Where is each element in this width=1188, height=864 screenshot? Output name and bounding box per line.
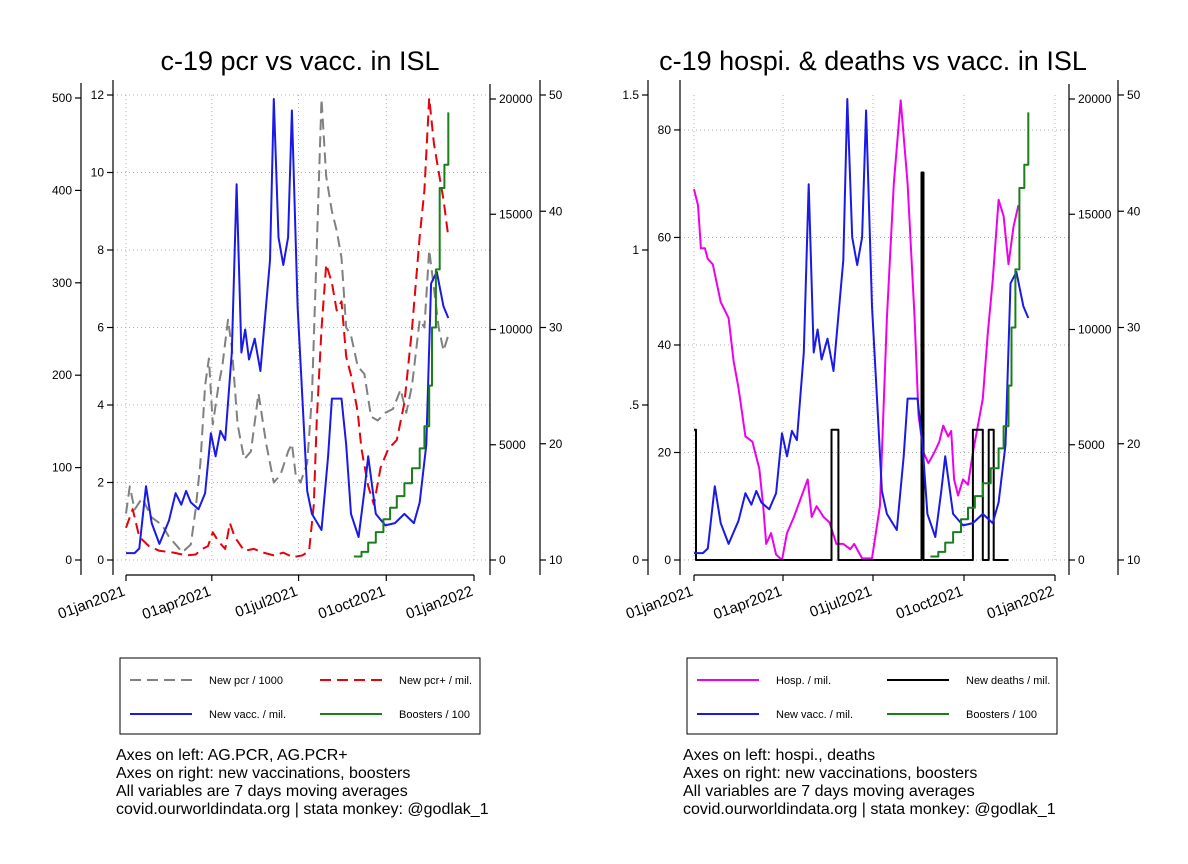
date-tick-label: 01jul2021 <box>807 583 874 621</box>
tick-label: 12 <box>91 88 105 102</box>
tick-label: 20 <box>549 437 563 451</box>
chart-panel-hospital: c-19 hospi. & deaths vs vacc. in ISL 0 .5 1… <box>622 46 1140 818</box>
tick-label: 40 <box>549 204 563 218</box>
legend-box <box>119 657 481 735</box>
footnote-line: covid.ourworldindata.org | stata monkey:… <box>116 801 489 818</box>
footnote-line: covid.ourworldindata.org | stata monkey:… <box>683 801 1056 818</box>
legend-label: New pcr / 1000 <box>209 675 283 687</box>
tick-label: 100 <box>52 461 72 475</box>
tick-label: 40 <box>658 338 672 352</box>
legend-label: New pcr+ / mil. <box>399 675 472 687</box>
y-axis-right-outer: 10 20 30 40 50 <box>539 80 563 575</box>
legend-label: New deaths / mil. <box>966 675 1050 687</box>
tick-label: 5000 <box>499 438 526 452</box>
date-tick-label: 01jan2022 <box>404 583 476 623</box>
legend-label: Hosp. / mil. <box>776 675 831 687</box>
footnote-line: Axes on right: new vaccinations, booster… <box>116 765 410 782</box>
tick-label: 400 <box>52 183 72 197</box>
footnote-line: Axes on left: hospi., deaths <box>683 747 875 764</box>
tick-label: 20 <box>1127 437 1141 451</box>
date-tick-label: 01jul2021 <box>233 583 300 621</box>
tick-label: 0 <box>499 553 506 567</box>
tick-label: 0 <box>664 553 671 567</box>
x-axis: 01jan2021 01apr2021 01jul2021 01oct2021 01ja… <box>56 574 476 624</box>
tick-label: 15000 <box>1078 207 1112 221</box>
tick-label: 6 <box>97 321 104 335</box>
series-line-1 <box>125 97 450 559</box>
tick-label: 10 <box>91 166 105 180</box>
y-axis-right-outer: 10 20 30 40 50 <box>1117 80 1141 575</box>
series-line-2 <box>694 98 1030 555</box>
tick-label: 2 <box>97 476 104 490</box>
footnote-line: All variables are 7 days moving averages <box>683 783 975 800</box>
tick-label: 1 <box>632 243 639 257</box>
tick-label: 60 <box>658 230 672 244</box>
footnotes: Axes on left: AG.PCR, AG.PCR+Axes on rig… <box>116 747 489 818</box>
legend-label: Boosters / 100 <box>399 709 470 721</box>
legend-box <box>686 657 1058 735</box>
date-tick-label: 01jan2021 <box>56 583 128 623</box>
tick-label: 8 <box>97 243 104 257</box>
tick-label: 40 <box>1127 204 1141 218</box>
tick-label: 4 <box>97 398 104 412</box>
tick-label: 20000 <box>1078 92 1112 106</box>
tick-label: .5 <box>629 398 639 412</box>
legend-label: Boosters / 100 <box>966 709 1037 721</box>
tick-label: 20 <box>658 445 672 459</box>
tick-label: 500 <box>52 91 72 105</box>
tick-label: 80 <box>658 123 672 137</box>
y-axis-left-inner: 0 20 40 60 80 <box>658 80 681 575</box>
series-line-2 <box>126 98 450 555</box>
y-axis-left-outer: 0 100 200 300 400 500 <box>52 83 82 575</box>
tick-label: 10 <box>549 553 563 567</box>
date-tick-label: 01oct2021 <box>894 583 966 623</box>
footnote-line: Axes on right: new vaccinations, booster… <box>683 765 977 782</box>
tick-label: 50 <box>1127 88 1141 102</box>
tick-label: 30 <box>1127 321 1141 335</box>
date-tick-label: 01jan2022 <box>985 583 1057 623</box>
series-line-1 <box>694 171 1009 561</box>
legend: Hosp. / mil. New deaths / mil. New vacc. /… <box>686 657 1058 735</box>
tick-label: 0 <box>632 553 639 567</box>
legend: New pcr / 1000 New pcr+ / mil. New vacc. /… <box>119 657 481 735</box>
series-line-3 <box>353 112 450 558</box>
y-axis-left-inner: 0 2 4 6 8 10 12 <box>91 80 114 575</box>
tick-label: 30 <box>549 321 563 335</box>
tick-label: 0 <box>65 553 72 567</box>
tick-label: 15000 <box>499 207 533 221</box>
date-tick-label: 01apr2021 <box>140 583 213 624</box>
tick-label: 20000 <box>499 92 533 106</box>
tick-label: 10000 <box>499 323 533 337</box>
tick-label: 0 <box>1078 553 1085 567</box>
legend-label: New vacc. / mil. <box>776 709 853 721</box>
tick-label: 10 <box>1127 553 1141 567</box>
y-axis-left-outer: 0 .5 1 1.5 <box>622 80 649 575</box>
tick-label: 1.5 <box>622 88 639 102</box>
y-axis-right-inner: 0 5000 10000 15000 20000 <box>1068 84 1112 575</box>
tick-label: 0 <box>97 553 104 567</box>
chart-title: c-19 pcr vs vacc. in ISL <box>160 46 439 76</box>
tick-label: 10000 <box>1078 323 1112 337</box>
footnote-line: Axes on left: AG.PCR, AG.PCR+ <box>116 747 348 764</box>
series-line-0 <box>125 97 450 554</box>
chart-title: c-19 hospi. & deaths vs vacc. in ISL <box>659 46 1087 76</box>
date-tick-label: 01apr2021 <box>711 583 784 624</box>
chart-panel-pcr: c-19 pcr vs vacc. in ISL0100200300400500… <box>52 46 563 818</box>
x-axis: 01jan2021 01apr2021 01jul2021 01oct2021 01ja… <box>624 574 1057 624</box>
tick-label: 5000 <box>1078 438 1105 452</box>
series-line-0 <box>693 99 1020 561</box>
tick-label: 50 <box>549 88 563 102</box>
legend-label: New vacc. / mil. <box>209 709 286 721</box>
date-tick-label: 01jan2021 <box>624 583 696 623</box>
footnote-line: All variables are 7 days moving averages <box>116 783 408 800</box>
tick-label: 300 <box>52 276 72 290</box>
tick-label: 200 <box>52 368 72 382</box>
date-tick-label: 01oct2021 <box>316 583 388 623</box>
series-line-3 <box>930 112 1030 558</box>
y-axis-right-inner: 0 5000 10000 15000 20000 <box>489 84 533 575</box>
